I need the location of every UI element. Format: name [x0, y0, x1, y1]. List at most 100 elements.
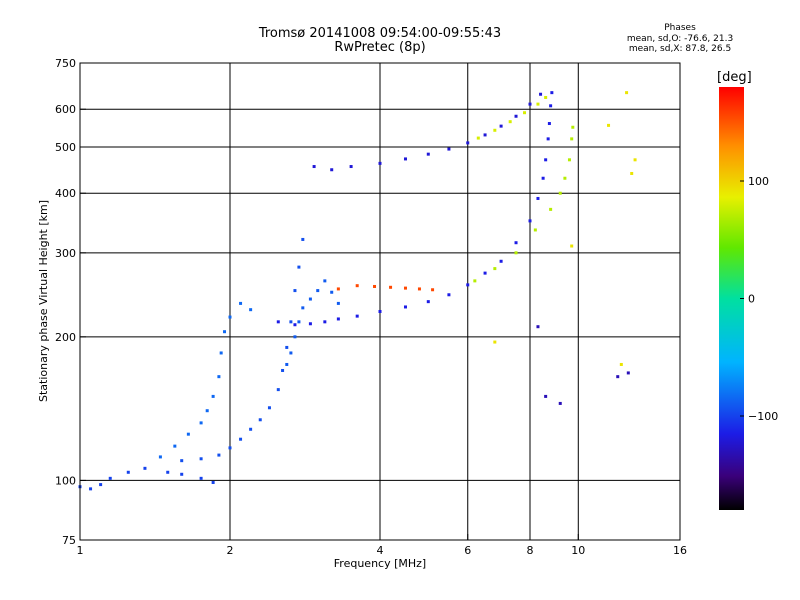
data-point — [239, 301, 243, 305]
data-point — [633, 158, 637, 162]
phase-stats-x-mode: mean, sd,X: 87.8, 26.5 — [628, 44, 732, 54]
data-point — [536, 102, 540, 106]
data-point — [180, 472, 184, 476]
data-point — [330, 290, 334, 294]
data-point — [211, 394, 215, 398]
data-point — [316, 289, 320, 293]
data-point — [355, 314, 359, 318]
data-point — [199, 421, 203, 425]
data-point — [378, 161, 382, 165]
data-point — [285, 362, 289, 366]
x-axis-label: Frequency [MHz] — [334, 557, 426, 570]
data-point — [571, 125, 575, 129]
data-point — [403, 286, 407, 290]
data-point — [166, 470, 170, 474]
data-point — [228, 446, 232, 450]
trace-series-2 — [180, 237, 305, 463]
y-tick-label: 750 — [55, 57, 76, 70]
colorbar-tick-label: 100 — [748, 175, 769, 188]
data-point — [536, 325, 540, 329]
data-point — [293, 289, 297, 293]
data-point — [301, 306, 305, 310]
data-point — [514, 241, 518, 245]
trace-series-8 — [476, 95, 548, 140]
trace-series-5 — [473, 125, 575, 283]
data-point — [547, 122, 551, 126]
data-point — [533, 228, 537, 232]
data-point — [426, 152, 430, 156]
data-point — [126, 470, 130, 474]
data-point — [199, 457, 203, 461]
data-point — [301, 237, 305, 241]
data-point — [417, 287, 421, 291]
data-point — [536, 196, 540, 200]
x-tick-label: 4 — [377, 544, 384, 557]
data-point — [549, 207, 553, 211]
y-tick-label: 600 — [55, 103, 76, 116]
data-point — [355, 284, 359, 288]
y-tick-label: 75 — [62, 534, 76, 547]
data-point — [499, 124, 503, 128]
data-point — [544, 158, 548, 162]
data-point — [276, 388, 280, 392]
data-point — [186, 432, 190, 436]
trace-series-3 — [285, 279, 340, 366]
data-point — [228, 315, 232, 319]
trace-series-0 — [78, 466, 215, 491]
data-point — [549, 104, 553, 108]
data-point — [508, 120, 512, 124]
colorbar-tick-label: −100 — [748, 410, 778, 423]
data-point — [616, 375, 620, 379]
data-point — [514, 251, 518, 255]
data-point — [308, 297, 312, 301]
data-point — [544, 394, 548, 398]
data-point — [158, 455, 162, 459]
data-point — [570, 244, 574, 248]
trace-series-6 — [336, 284, 435, 292]
data-point — [99, 483, 103, 487]
x-tick-label: 6 — [464, 544, 471, 557]
trace-series-1 — [158, 301, 253, 459]
colorbar-unit: [deg] — [717, 70, 752, 85]
data-point — [312, 165, 316, 169]
trace-series-10 — [493, 91, 637, 366]
axis-ticks: 1 2 4 6 8 10 16 75 100 200 300 400 500 600 750 — [55, 57, 687, 557]
colorbar — [719, 87, 744, 510]
data-point — [239, 437, 243, 441]
phase-stats-heading: Phases — [664, 23, 696, 33]
data-point — [276, 320, 280, 324]
data-point — [199, 476, 203, 480]
data-point — [217, 375, 221, 379]
data-point — [389, 285, 393, 289]
data-point — [619, 362, 623, 366]
data-point — [570, 137, 574, 141]
data-point — [539, 92, 543, 96]
data-point — [483, 133, 487, 137]
data-point — [546, 137, 550, 141]
trace-series-9 — [536, 325, 630, 405]
data-point — [563, 176, 567, 180]
data-point — [514, 114, 518, 118]
data-point — [281, 368, 285, 372]
data-point — [249, 308, 253, 312]
chart-subtitle: RwPretec (8p) — [334, 40, 426, 55]
data-point — [528, 219, 532, 223]
data-points — [78, 91, 637, 491]
data-point — [217, 453, 221, 457]
data-point — [373, 284, 377, 288]
data-point — [258, 418, 262, 422]
data-point — [143, 466, 147, 470]
y-tick-label: 500 — [55, 141, 76, 154]
y-tick-label: 200 — [55, 331, 76, 344]
data-point — [426, 300, 430, 304]
data-point — [626, 371, 630, 375]
data-point — [336, 287, 340, 291]
x-tick-label: 1 — [77, 544, 84, 557]
data-point — [297, 265, 301, 269]
colorbar-tick-label: 0 — [748, 293, 755, 306]
data-point — [267, 406, 271, 410]
data-point — [89, 487, 93, 491]
data-point — [180, 459, 184, 463]
trace-series-4 — [276, 91, 554, 327]
data-point — [205, 409, 209, 413]
